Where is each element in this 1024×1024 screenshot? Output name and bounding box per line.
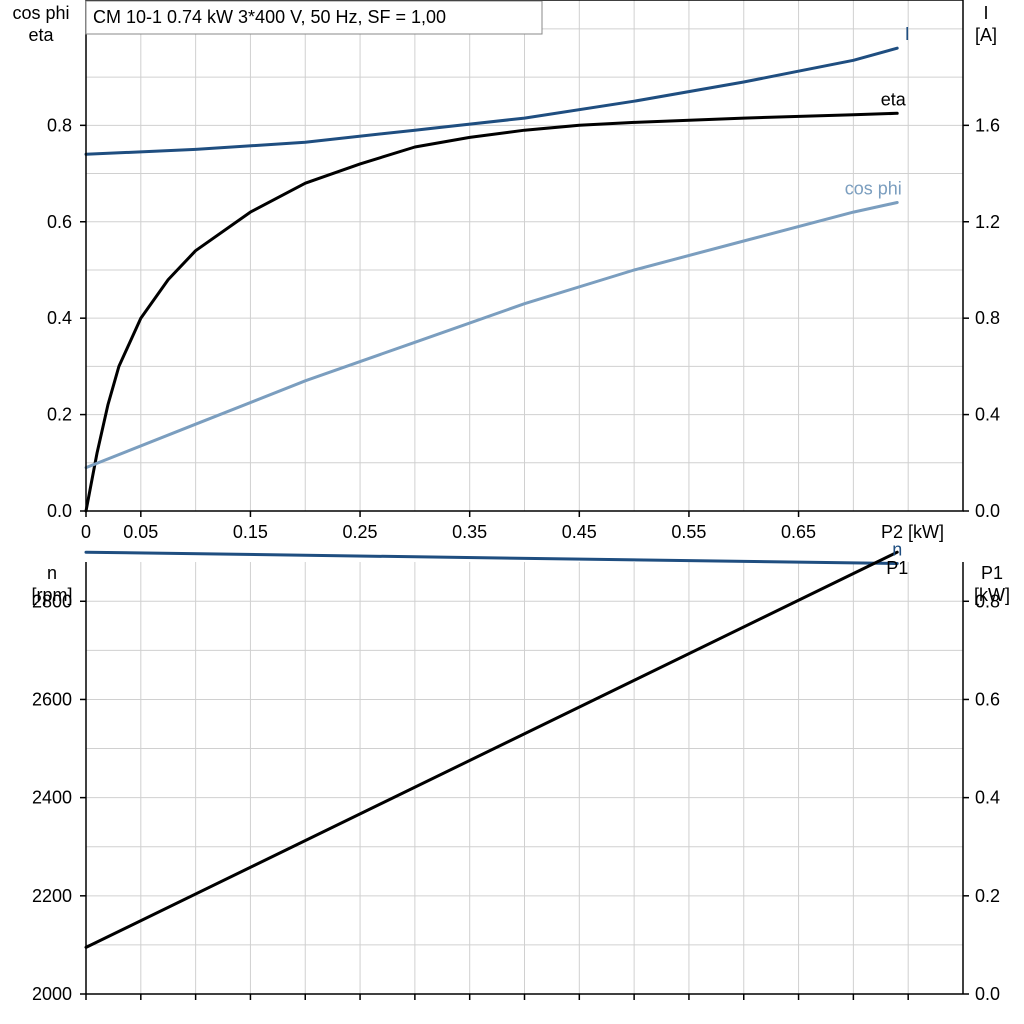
bottom-right-axis-title-2: [kW] [974,585,1010,605]
x-tick-label: 0.25 [343,522,378,542]
right-y-tick-label: 1.2 [975,212,1000,232]
bottom-axes: 2000 2200 2400 2600 2800 0.0 0.2 0.4 0.6 0.8 [32,562,1000,1004]
top-plot-frame [85,0,964,512]
left-y-tick-label: 2000 [32,984,72,1004]
bottom-panel: nP1 200022002400260028000.00.20.40.60.8 … [31,539,1010,1004]
right-y-tick-label: 0.4 [975,788,1000,808]
top-grid [86,0,963,511]
left-y-tick-label: 2200 [32,886,72,906]
x-tick-label: 0.55 [671,522,706,542]
left-y-tick-label: 0.8 [47,115,72,135]
series-label-eta: eta [881,89,907,109]
series-line-I [84,46,899,156]
series-line-n [84,550,899,565]
right-y-tick-label: 0.0 [975,501,1000,521]
right-y-tick-label: 0.0 [975,984,1000,1004]
series-line-eta [84,111,899,513]
right-y-tick-label: 0.4 [975,405,1000,425]
series-label-P1: P1 [886,558,908,578]
x-tick-label: 0.05 [123,522,158,542]
top-right-axis-title-1: I [983,3,988,23]
top-left-axis-title-1: cos phi [12,3,69,23]
top-right-axis-title-2: [A] [975,25,997,45]
left-y-tick-label: 2600 [32,689,72,709]
x-tick-label: 0.65 [781,522,816,542]
x-tick-label: 0.35 [452,522,487,542]
chart-title-box: CM 10-1 0.74 kW 3*400 V, 50 Hz, SF = 1,0… [85,0,543,35]
series-label-I: I [905,24,910,44]
right-y-tick-label: 0.8 [975,308,1000,328]
bottom-right-axis-title-1: P1 [981,563,1003,583]
chart-title: CM 10-1 0.74 kW 3*400 V, 50 Hz, SF = 1,0… [93,7,446,27]
series-line-P1 [84,550,899,949]
top-axes: 0.0 0.2 0.4 0.6 0.8 0.0 0.4 0.8 1.2 1.6 0 0.05 0.15 0… [47,0,1000,542]
x-axis-label: P2 [kW] [881,522,944,542]
bottom-grid [86,562,963,994]
x-tick-label: 0 [81,522,91,542]
left-y-tick-label: 0.2 [47,405,72,425]
left-y-tick-label: 0.0 [47,501,72,521]
left-y-tick-label: 2400 [32,788,72,808]
bottom-left-axis-title-1: n [47,563,57,583]
series-line-cos-phi [84,201,899,470]
x-tick-label: 0.15 [233,522,268,542]
top-left-axis-title-2: eta [28,25,54,45]
bottom-left-axis-title-2: [rpm] [31,585,72,605]
series-label-cos-phi: cos phi [845,178,902,198]
right-y-tick-label: 0.2 [975,886,1000,906]
series-label-n: n [892,539,902,559]
bottom-series: nP1 [84,539,908,949]
right-y-tick-label: 1.6 [975,115,1000,135]
right-y-tick-label: 0.6 [975,689,1000,709]
right-y-tick-label: 0.8 [975,591,1000,611]
x-tick-label: 0.45 [562,522,597,542]
left-y-tick-label: 2800 [32,591,72,611]
left-y-tick-label: 0.6 [47,212,72,232]
left-y-tick-label: 0.4 [47,308,72,328]
